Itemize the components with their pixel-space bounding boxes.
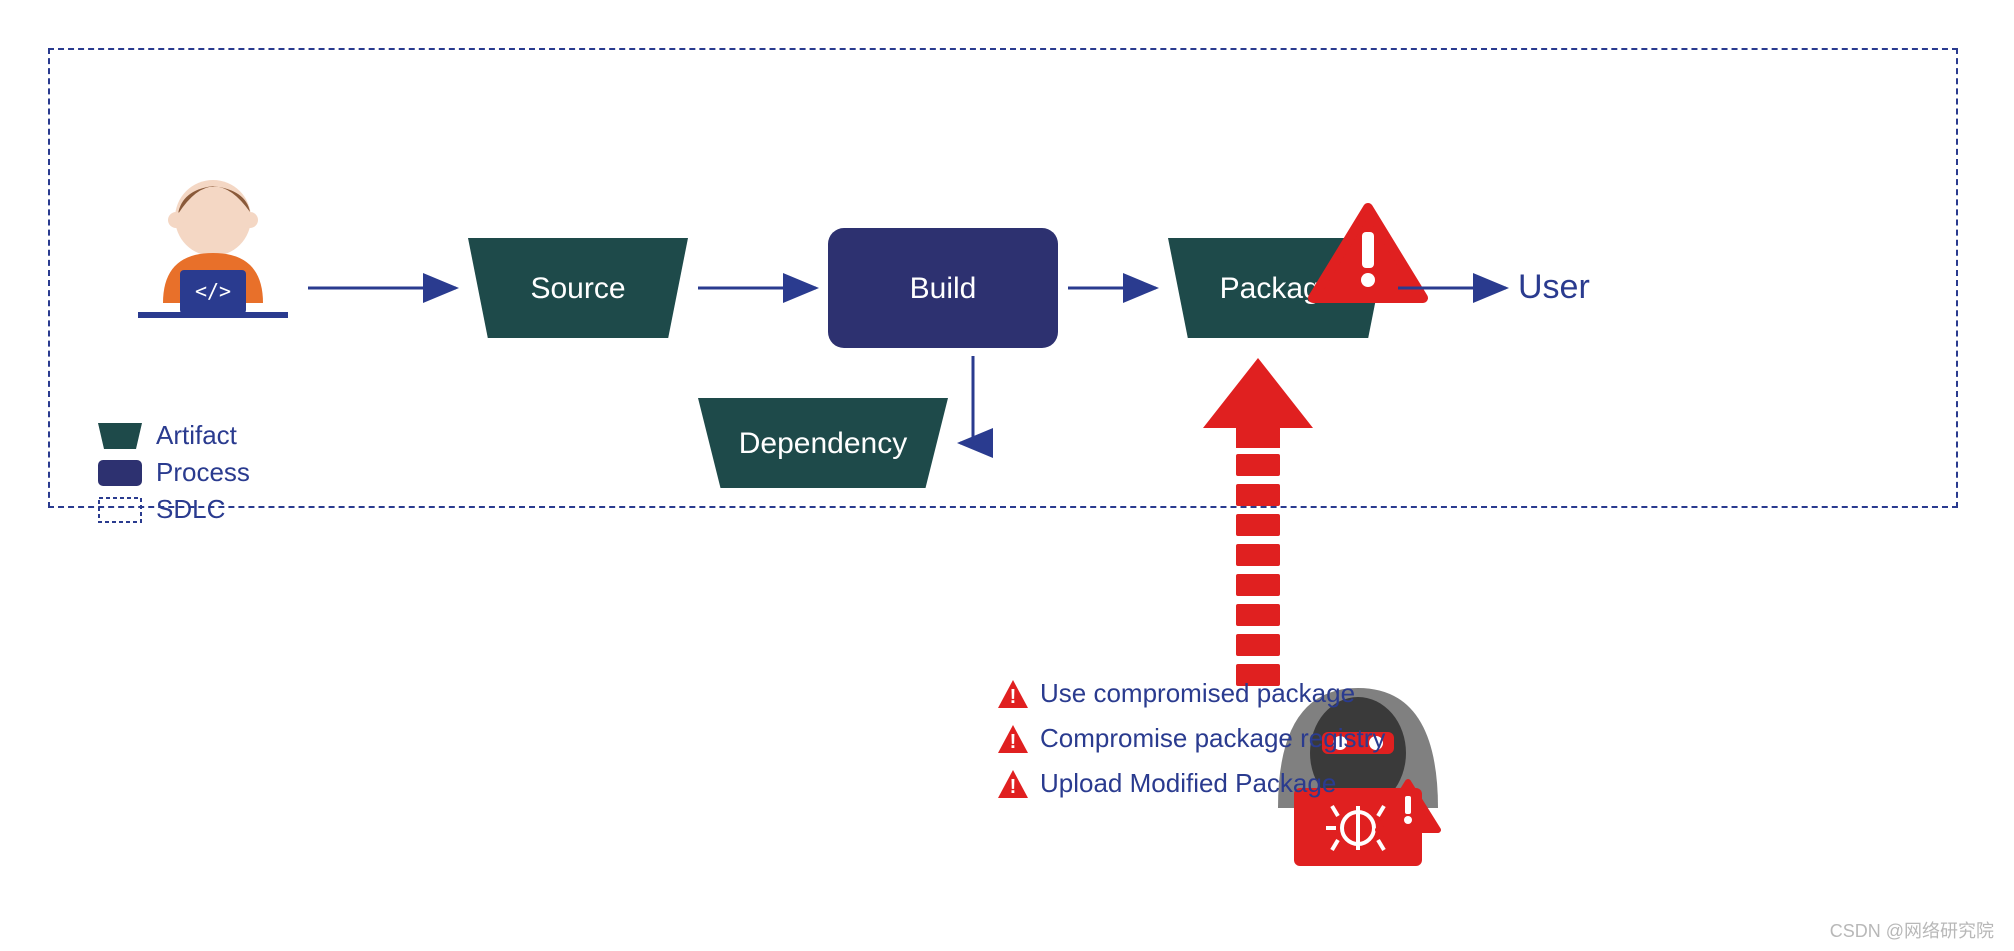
svg-text:Build: Build: [910, 272, 977, 305]
legend-label: Process: [156, 457, 250, 488]
svg-text:!: !: [1010, 776, 1017, 798]
legend-swatch-process: [98, 460, 142, 486]
threat-text: Use compromised package: [1040, 678, 1355, 709]
legend: Artifact Process SDLC: [98, 420, 250, 531]
legend-label: SDLC: [156, 494, 225, 525]
svg-text:Dependency: Dependency: [739, 427, 907, 460]
threat-item: ! Use compromised package: [998, 678, 1385, 709]
svg-text:</>: </>: [195, 279, 231, 303]
warning-icon: !: [998, 770, 1028, 798]
legend-swatch-artifact: [98, 423, 142, 449]
watermark: CSDN @网络研究院: [1830, 917, 1994, 943]
legend-swatch-sdlc: [98, 497, 142, 523]
threat-list: ! Use compromised package ! Compromise p…: [998, 678, 1385, 813]
legend-row: SDLC: [98, 494, 250, 525]
svg-text:!: !: [1010, 731, 1017, 753]
threat-item: ! Compromise package registry: [998, 723, 1385, 754]
legend-row: Artifact: [98, 420, 250, 451]
warning-icon: !: [998, 680, 1028, 708]
legend-label: Artifact: [156, 420, 237, 451]
legend-row: Process: [98, 457, 250, 488]
svg-text:!: !: [1010, 686, 1017, 708]
threat-item: ! Upload Modified Package: [998, 768, 1385, 799]
threat-text: Compromise package registry: [1040, 723, 1385, 754]
user-label: User: [1518, 268, 1590, 307]
svg-text:Source: Source: [530, 272, 625, 305]
warning-icon: !: [998, 725, 1028, 753]
threat-text: Upload Modified Package: [1040, 768, 1336, 799]
